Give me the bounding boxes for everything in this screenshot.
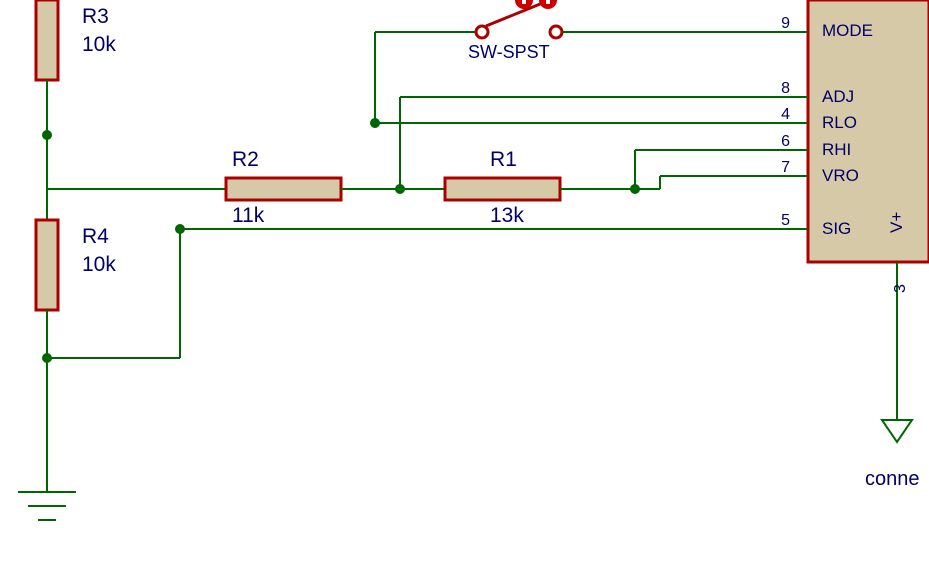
pin-label-vplus: V+ <box>887 212 906 233</box>
resistor-r2: R2 11k <box>208 148 360 227</box>
resistor-r3: R3 10k <box>36 0 116 80</box>
pin-label-adj: ADJ <box>822 87 854 106</box>
pin-label-vro: VRO <box>822 166 859 185</box>
svg-text:10k: 10k <box>82 253 116 276</box>
junctions <box>42 118 640 363</box>
svg-text:R3: R3 <box>82 5 109 28</box>
vplus-arrow <box>882 420 912 442</box>
wires <box>47 32 897 492</box>
pin-label-rhi: RHI <box>822 140 851 159</box>
svg-text:R2: R2 <box>232 148 259 171</box>
svg-text:4: 4 <box>781 106 790 123</box>
svg-text:9: 9 <box>781 15 790 32</box>
svg-text:10k: 10k <box>82 33 116 56</box>
svg-text:13k: 13k <box>490 204 524 227</box>
svg-text:3: 3 <box>892 284 909 293</box>
switch-label: SW-SPST <box>468 42 550 62</box>
pin-label-mode: MODE <box>822 21 873 40</box>
svg-text:7: 7 <box>781 159 790 176</box>
connector-label: conne <box>865 468 920 490</box>
ic-block: MODE ADJ RLO RHI VRO SIG V+ <box>808 0 929 262</box>
svg-text:R4: R4 <box>82 225 109 248</box>
pin-label-sig: SIG <box>822 219 851 238</box>
resistor-r4: R4 10k <box>36 202 116 330</box>
svg-text:11k: 11k <box>232 204 265 227</box>
schematic-diagram: MODE ADJ RLO RHI VRO SIG V+ 9 8 4 6 7 5 … <box>0 0 929 561</box>
svg-text:5: 5 <box>781 212 790 229</box>
svg-text:R1: R1 <box>490 148 517 171</box>
resistor-r1: R1 13k <box>427 148 580 227</box>
svg-text:6: 6 <box>781 133 790 150</box>
ground-symbol <box>18 492 76 520</box>
switch-spst[interactable]: SW-SPST <box>375 0 755 62</box>
pin-label-rlo: RLO <box>822 113 857 132</box>
svg-text:8: 8 <box>781 80 790 97</box>
